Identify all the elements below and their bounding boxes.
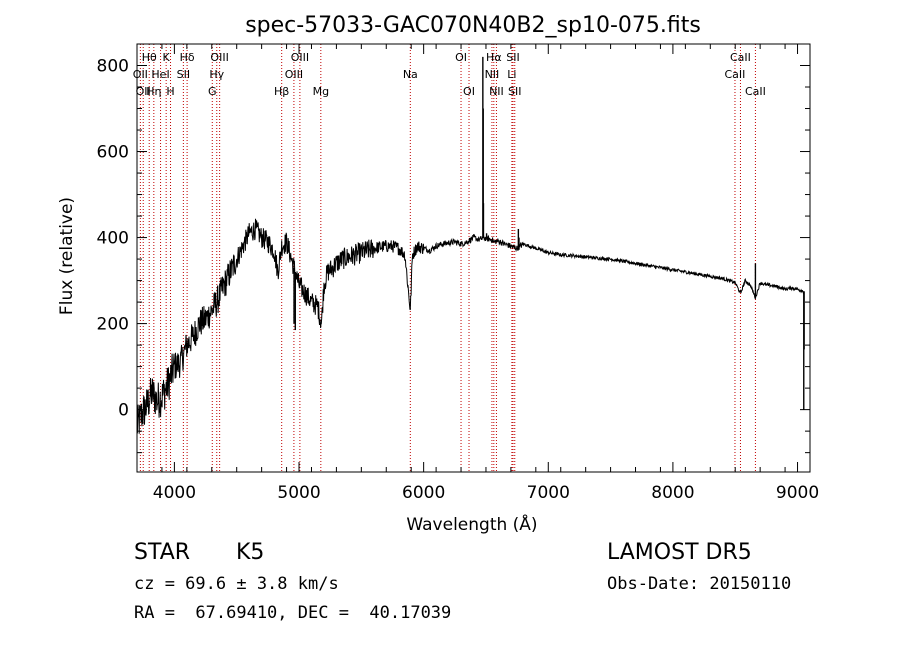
spectral-line-label: CaII: [730, 51, 751, 64]
spectral-line-label: SII: [177, 68, 190, 81]
plot-axes: 4000 5000 6000 7000 8000 9000 0 200 400 600 800: [97, 43, 819, 503]
spectral-line-label: Hα: [486, 51, 502, 64]
x-tick-label: 5000: [277, 483, 320, 503]
y-tick-label: 200: [97, 315, 129, 335]
spectral-line-label: OIII: [291, 51, 309, 64]
spectral-line-label: K: [163, 51, 171, 64]
x-tick-label: 6000: [402, 483, 445, 503]
spectral-subclass: K5: [236, 540, 265, 565]
y-tick-label: 800: [97, 57, 129, 77]
spectral-line-label: OI: [455, 51, 467, 64]
spectral-line-label: Li: [507, 68, 516, 81]
observation-date: Obs-Date: 20150110: [607, 574, 792, 594]
spectral-line-label: OI: [463, 85, 475, 98]
spectral-line-markers: [139, 44, 756, 472]
spectral-line-labels: OIIOIIHθHηHeIKHSIIHδGHγOIIIHβOIIIOIIIMgN…: [133, 51, 766, 98]
spectral-line-label: HeI: [151, 68, 169, 81]
spectral-line-label: Mg: [313, 85, 329, 98]
spectral-line-label: Na: [403, 68, 418, 81]
spectral-line-label: NII: [489, 85, 504, 98]
y-tick-label: 0: [118, 401, 129, 421]
y-tick-label: 400: [97, 229, 129, 249]
spectrum-series: [136, 56, 805, 434]
y-tick-label: 600: [97, 143, 129, 163]
object-class: STAR: [134, 540, 191, 565]
spectral-line-label: Hη: [146, 85, 161, 98]
x-tick-label: 8000: [651, 483, 694, 503]
spectral-line-label: Hγ: [209, 68, 224, 81]
spectral-line-label: CaII: [725, 68, 746, 81]
spectral-line-label: SII: [508, 85, 521, 98]
coordinates: RA = 67.69410, DEC = 40.17039: [134, 603, 452, 623]
plot-frame: [136, 43, 811, 473]
spectral-line-label: OII: [136, 85, 151, 98]
spectral-line-label: Hδ: [180, 51, 195, 64]
x-axis-label: Wavelength (Å): [406, 513, 537, 535]
spectral-line-label: CaII: [745, 85, 766, 98]
spectral-line-label: OIII: [210, 51, 228, 64]
spectral-line-label: OIII: [285, 68, 303, 81]
spectral-line-label: G: [208, 85, 217, 98]
spectral-line-label: Hβ: [274, 85, 289, 98]
survey-name: LAMOST DR5: [607, 540, 752, 565]
redshift-value: cz = 69.6 ± 3.8 km/s: [134, 574, 339, 594]
spectrum-line: [136, 218, 805, 434]
spectral-line-label: NII: [485, 68, 500, 81]
x-tick-label: 9000: [776, 483, 819, 503]
y-axis-label: Flux (relative): [57, 197, 77, 315]
chart-title: spec-57033-GAC070N40B2_sp10-075.fits: [245, 13, 701, 38]
spectral-line-label: OII: [133, 68, 148, 81]
x-tick-label: 7000: [527, 483, 570, 503]
x-tick-label: 4000: [153, 483, 196, 503]
spectral-line-label: SII: [506, 51, 519, 64]
spectral-line-label: H: [166, 85, 174, 98]
spectral-line-label: Hθ: [142, 51, 157, 64]
